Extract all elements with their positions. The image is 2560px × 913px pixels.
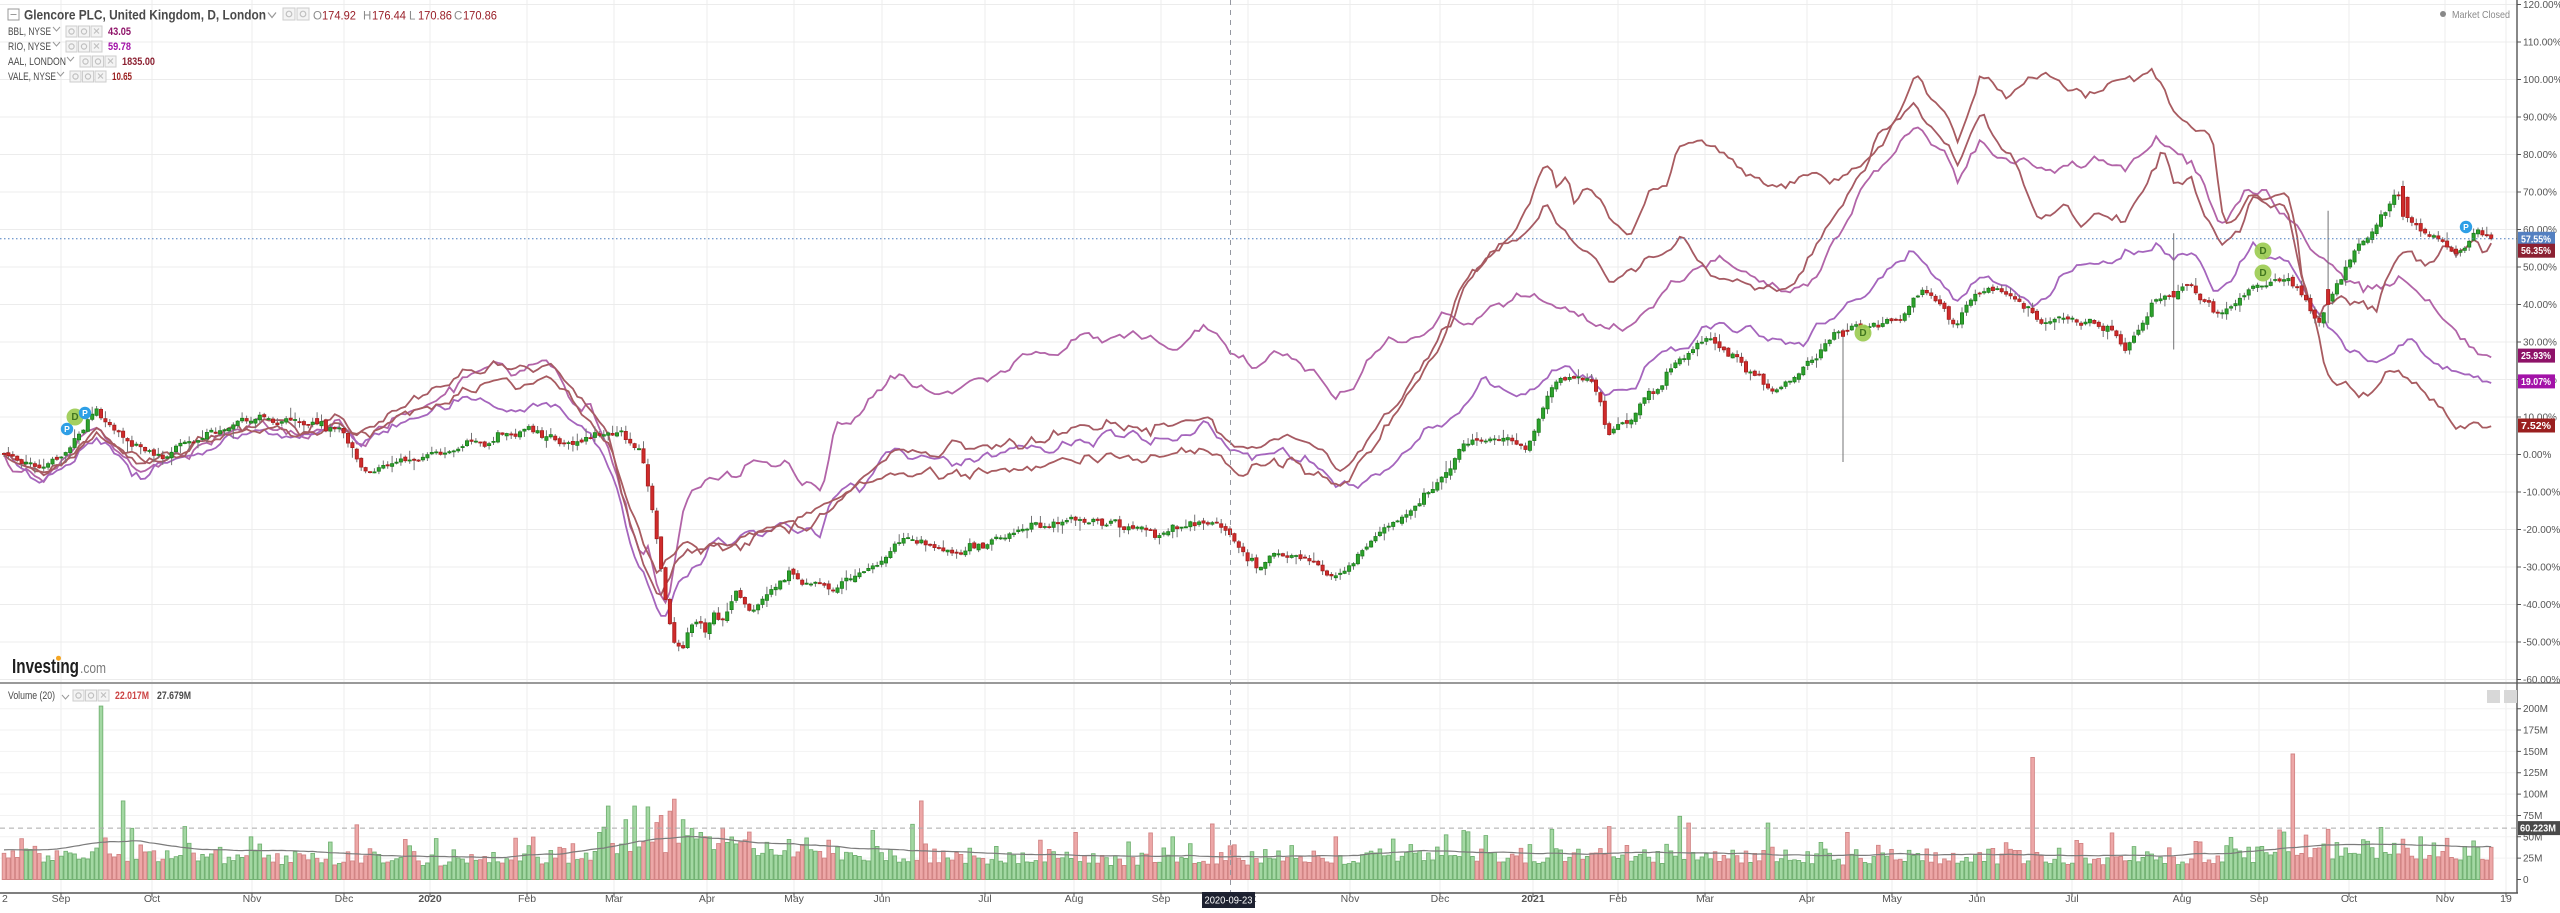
svg-text:Jul: Jul [2065, 893, 2078, 905]
svg-text:Oct: Oct [144, 893, 160, 905]
svg-text:D: D [2259, 246, 2266, 257]
svg-text:Jun: Jun [1969, 893, 1986, 905]
svg-text:90.00%: 90.00% [2523, 113, 2557, 124]
svg-text:D: D [1859, 328, 1866, 339]
svg-text:2021: 2021 [1521, 893, 1545, 905]
svg-text:Sep: Sep [2250, 893, 2269, 905]
svg-text:Mar: Mar [1696, 893, 1715, 905]
svg-text:P: P [64, 424, 70, 434]
svg-text:125M: 125M [2523, 768, 2548, 779]
svg-text:Market Closed: Market Closed [2452, 9, 2510, 21]
svg-text:59.78: 59.78 [108, 41, 131, 53]
svg-text:60.223M: 60.223M [2520, 824, 2556, 835]
svg-text:175M: 175M [2523, 726, 2548, 737]
svg-text:75M: 75M [2523, 811, 2542, 822]
svg-text:40.00%: 40.00% [2523, 300, 2557, 311]
svg-text:176.44: 176.44 [372, 11, 407, 23]
svg-text:43.05: 43.05 [108, 26, 131, 38]
svg-text:May: May [1882, 893, 1903, 905]
svg-text:120.00%: 120.00% [2523, 0, 2560, 11]
svg-text:BBL, NYSE: BBL, NYSE [8, 26, 51, 38]
svg-text:110.00%: 110.00% [2523, 38, 2560, 49]
svg-text:-40.00%: -40.00% [2523, 600, 2560, 611]
svg-text:H: H [363, 11, 371, 23]
svg-text:-30.00%: -30.00% [2523, 563, 2560, 574]
svg-text:22.017M: 22.017M [115, 690, 149, 702]
svg-text:150M: 150M [2523, 747, 2548, 758]
svg-text:D: D [71, 412, 78, 423]
svg-text:25.93%: 25.93% [2521, 351, 2551, 362]
svg-text:-60.00%: -60.00% [2523, 675, 2560, 686]
svg-text:27.679M: 27.679M [157, 690, 191, 702]
svg-text:.com: .com [80, 660, 106, 677]
svg-text:Nov: Nov [243, 893, 262, 905]
svg-text:7.52%: 7.52% [2521, 421, 2551, 432]
svg-text:C: C [454, 11, 462, 23]
svg-text:AAL, LONDON: AAL, LONDON [8, 56, 66, 68]
svg-text:Aug: Aug [1065, 893, 1084, 905]
svg-text:100M: 100M [2523, 790, 2548, 801]
svg-text:May: May [784, 893, 805, 905]
svg-text:Dec: Dec [335, 893, 354, 905]
svg-text:2020: 2020 [418, 893, 442, 905]
svg-text:Jul: Jul [978, 893, 991, 905]
svg-text:L: L [409, 11, 416, 23]
svg-text:100.00%: 100.00% [2523, 75, 2560, 86]
svg-text:2: 2 [2, 893, 8, 905]
svg-text:RIO, NYSE: RIO, NYSE [8, 41, 51, 53]
svg-text:10.00%: 10.00% [2523, 413, 2557, 424]
svg-text:19: 19 [2500, 893, 2512, 905]
svg-text:57.55%: 57.55% [2521, 234, 2551, 245]
svg-text:0: 0 [2523, 875, 2529, 886]
svg-text:-10.00%: -10.00% [2523, 488, 2560, 499]
svg-text:50.00%: 50.00% [2523, 263, 2557, 274]
svg-text:170.86: 170.86 [463, 11, 497, 23]
svg-text:Dec: Dec [1431, 893, 1450, 905]
svg-text:Jun: Jun [874, 893, 891, 905]
svg-text:2020-09-23: 2020-09-23 [1205, 896, 1253, 907]
svg-text:30.00%: 30.00% [2523, 338, 2557, 349]
svg-text:P: P [82, 408, 88, 418]
svg-text:Nov: Nov [2436, 893, 2455, 905]
svg-text:50M: 50M [2523, 832, 2542, 843]
svg-text:-20.00%: -20.00% [2523, 525, 2560, 536]
svg-text:60.00%: 60.00% [2523, 225, 2557, 236]
svg-text:200M: 200M [2523, 704, 2548, 715]
svg-text:O: O [313, 11, 322, 23]
svg-text:25M: 25M [2523, 854, 2542, 865]
svg-text:10.65: 10.65 [112, 71, 132, 83]
svg-text:VALE, NYSE: VALE, NYSE [8, 71, 56, 83]
svg-text:Glencore PLC, United Kingdom,: Glencore PLC, United Kingdom, D, London [24, 8, 266, 23]
svg-text:P: P [2463, 222, 2469, 232]
svg-text:Sep: Sep [1152, 893, 1171, 905]
svg-text:Apr: Apr [699, 893, 716, 905]
svg-text:Aug: Aug [2173, 893, 2192, 905]
svg-text:Volume (20): Volume (20) [8, 690, 55, 702]
svg-text:D: D [2259, 268, 2266, 279]
svg-text:Mar: Mar [605, 893, 624, 905]
svg-text:56.35%: 56.35% [2521, 246, 2551, 257]
svg-text:Apr: Apr [1799, 893, 1816, 905]
svg-text:-50.00%: -50.00% [2523, 638, 2560, 649]
svg-text:174.92: 174.92 [322, 11, 356, 23]
svg-text:0.00%: 0.00% [2523, 450, 2551, 461]
svg-text:19.07%: 19.07% [2521, 377, 2551, 388]
svg-text:Feb: Feb [1609, 893, 1627, 905]
svg-text:70.00%: 70.00% [2523, 188, 2557, 199]
svg-text:1835.00: 1835.00 [122, 56, 155, 68]
svg-text:Oct: Oct [2341, 893, 2357, 905]
svg-text:Investing: Investing [12, 656, 79, 678]
svg-text:Feb: Feb [518, 893, 536, 905]
svg-text:Sep: Sep [52, 893, 71, 905]
svg-text:Nov: Nov [1341, 893, 1360, 905]
svg-text:170.86: 170.86 [418, 11, 452, 23]
svg-text:80.00%: 80.00% [2523, 150, 2557, 161]
